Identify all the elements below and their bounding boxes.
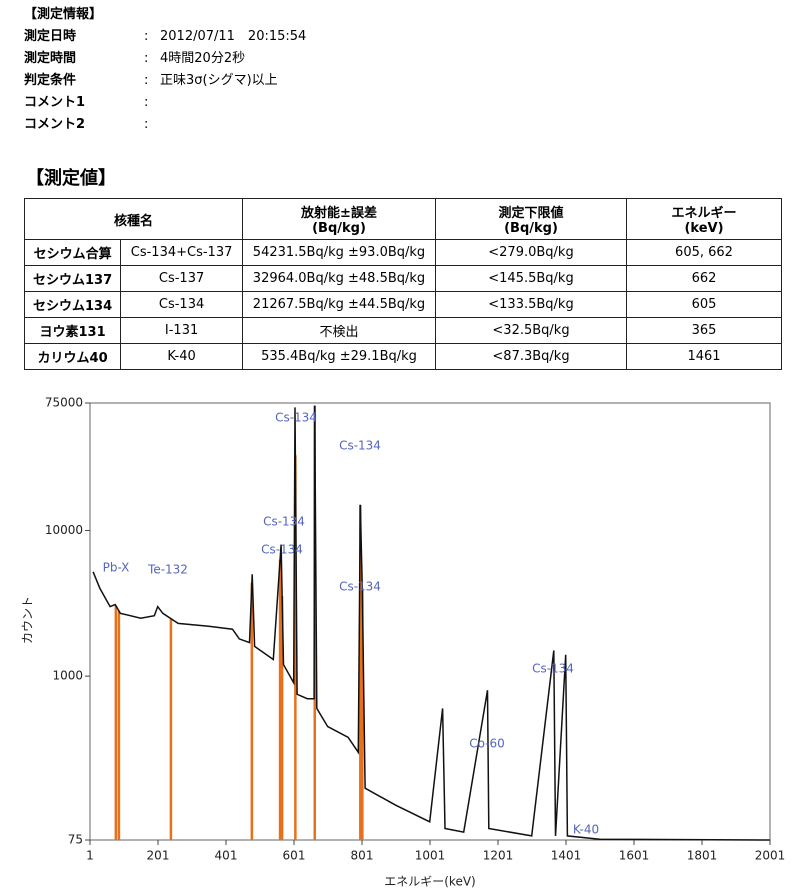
- header-text: 測定下限値: [498, 206, 564, 221]
- table-cell: 不検出: [242, 317, 436, 344]
- table-cell: Cs-134: [120, 291, 243, 318]
- info-sep: :: [144, 73, 149, 88]
- info-sep: :: [144, 29, 149, 44]
- info-label: 測定時間: [24, 51, 77, 66]
- y-tick-label: 75000: [45, 396, 83, 410]
- header-text: (keV): [684, 221, 724, 236]
- x-axis-label: エネルギー(keV): [384, 875, 475, 889]
- info-sep: :: [144, 95, 149, 110]
- table-row: カリウム40 K-40 535.4Bq/kg ±29.1Bq/kg <87.3Bq/k…: [23, 343, 782, 370]
- info-label: コメント1: [24, 95, 86, 110]
- info-value: 4時間20分2秒: [160, 51, 246, 66]
- x-tick-label: 801: [351, 849, 374, 863]
- y-tick-label: 75: [68, 833, 83, 847]
- header-row: 核種名 放射能±誤差 (Bq/kg) 測定下限値 (Bq/kg) エネルギー (keV): [24, 198, 782, 240]
- table-cell: <133.5Bq/kg: [435, 291, 627, 318]
- header-cell: 核種名: [24, 198, 243, 240]
- y-tick-label: 10000: [45, 523, 83, 537]
- header-cell: 放射能±誤差 (Bq/kg): [242, 198, 436, 240]
- y-tick-label: 1000: [52, 669, 83, 683]
- info: 【測定情報】 測定日時:2012/07/11 20:15:54 測定時間:4時間2…: [24, 4, 306, 136]
- peak-label: Cs-134: [339, 580, 381, 594]
- header-cell: 測定下限値 (Bq/kg): [435, 198, 627, 240]
- x-tick-label: 401: [215, 849, 238, 863]
- info-row: 測定日時:2012/07/11 20:15:54: [24, 26, 306, 48]
- x-tick-label: 601: [283, 849, 306, 863]
- x-tick-label: 1401: [551, 849, 582, 863]
- table-cell: <279.0Bq/kg: [435, 239, 627, 266]
- info-heading: 【測定情報】: [24, 7, 103, 22]
- x-tick-label: 201: [147, 849, 170, 863]
- x-tick-label: 1001: [415, 849, 446, 863]
- table-cell: <87.3Bq/kg: [435, 343, 627, 370]
- header-text: (Bq/kg): [312, 221, 366, 236]
- table: 核種名 放射能±誤差 (Bq/kg) 測定下限値 (Bq/kg) エネルギー (keV) セシ…: [23, 198, 782, 370]
- info-value: 正味3σ(シグマ)以上: [160, 73, 278, 88]
- table-cell: <32.5Bq/kg: [435, 317, 627, 344]
- peak-label: Cs-134: [263, 515, 305, 529]
- header-cell: エネルギー (keV): [626, 198, 782, 240]
- table-row: ヨウ素131 I-131 不検出 <32.5Bq/kg 365: [23, 317, 782, 344]
- info-sep: :: [144, 117, 149, 132]
- info-label: 測定日時: [24, 29, 77, 44]
- y-axis-label: カウント: [21, 596, 35, 644]
- peak-label: K-40: [573, 823, 599, 837]
- table-cell: 1461: [626, 343, 782, 370]
- x-tick-label: 1: [86, 849, 94, 863]
- x-tick-label: 1801: [687, 849, 718, 863]
- table-cell: セシウム137: [23, 265, 122, 292]
- table-cell: 21267.5Bq/kg ±44.5Bq/kg: [242, 291, 436, 318]
- table-cell: カリウム40: [23, 343, 122, 370]
- info-sep: :: [144, 51, 149, 66]
- table-row: セシウム134 Cs-134 21267.5Bq/kg ±44.5Bq/kg <133…: [23, 291, 782, 318]
- peak-label: Co-60: [469, 737, 505, 751]
- info-label: 判定条件: [24, 73, 77, 88]
- info-label: コメント2: [24, 117, 86, 132]
- table-cell: 605: [626, 291, 782, 318]
- table-cell: セシウム合算: [23, 239, 122, 266]
- peak-label: Pb-X: [103, 561, 130, 575]
- header-text: 放射能±誤差: [301, 206, 377, 221]
- x-tick-label: 1201: [483, 849, 514, 863]
- info-row: 判定条件: 正味3σ(シグマ)以上: [24, 70, 306, 92]
- table-cell: 535.4Bq/kg ±29.1Bq/kg: [242, 343, 436, 370]
- table-title: 【測定値】: [26, 168, 116, 189]
- table-cell: ヨウ素131: [23, 317, 122, 344]
- peak-label: Cs-134: [532, 662, 574, 676]
- info-row: コメント2:: [24, 114, 306, 136]
- info-row: 測定時間:4時間20分2秒: [24, 48, 306, 70]
- header-text: (Bq/kg): [504, 221, 558, 236]
- peak-label: Cs-134: [275, 411, 317, 425]
- peak-label: Te-132: [147, 563, 188, 577]
- table-row: セシウム137 Cs-137 32964.0Bq/kg ±48.5Bq/kg <145…: [23, 265, 782, 292]
- x-tick-label: 2001: [755, 849, 786, 863]
- info-value: 2012/07/11 20:15:54: [160, 29, 307, 44]
- x-tick-label: 1601: [619, 849, 650, 863]
- table-cell: I-131: [120, 317, 243, 344]
- header-text: 核種名: [113, 213, 153, 229]
- spectrum-line: [92, 405, 770, 841]
- plot-area: [89, 402, 771, 841]
- header-text: エネルギー: [671, 206, 737, 221]
- info-row: コメント1:: [24, 92, 306, 114]
- table-cell: K-40: [120, 343, 243, 370]
- peak-label: Cs-134: [339, 439, 381, 453]
- table-cell: Cs-134+Cs-137: [120, 239, 243, 266]
- table-cell: 32964.0Bq/kg ±48.5Bq/kg: [242, 265, 436, 292]
- peak-label: Cs-134: [261, 543, 303, 557]
